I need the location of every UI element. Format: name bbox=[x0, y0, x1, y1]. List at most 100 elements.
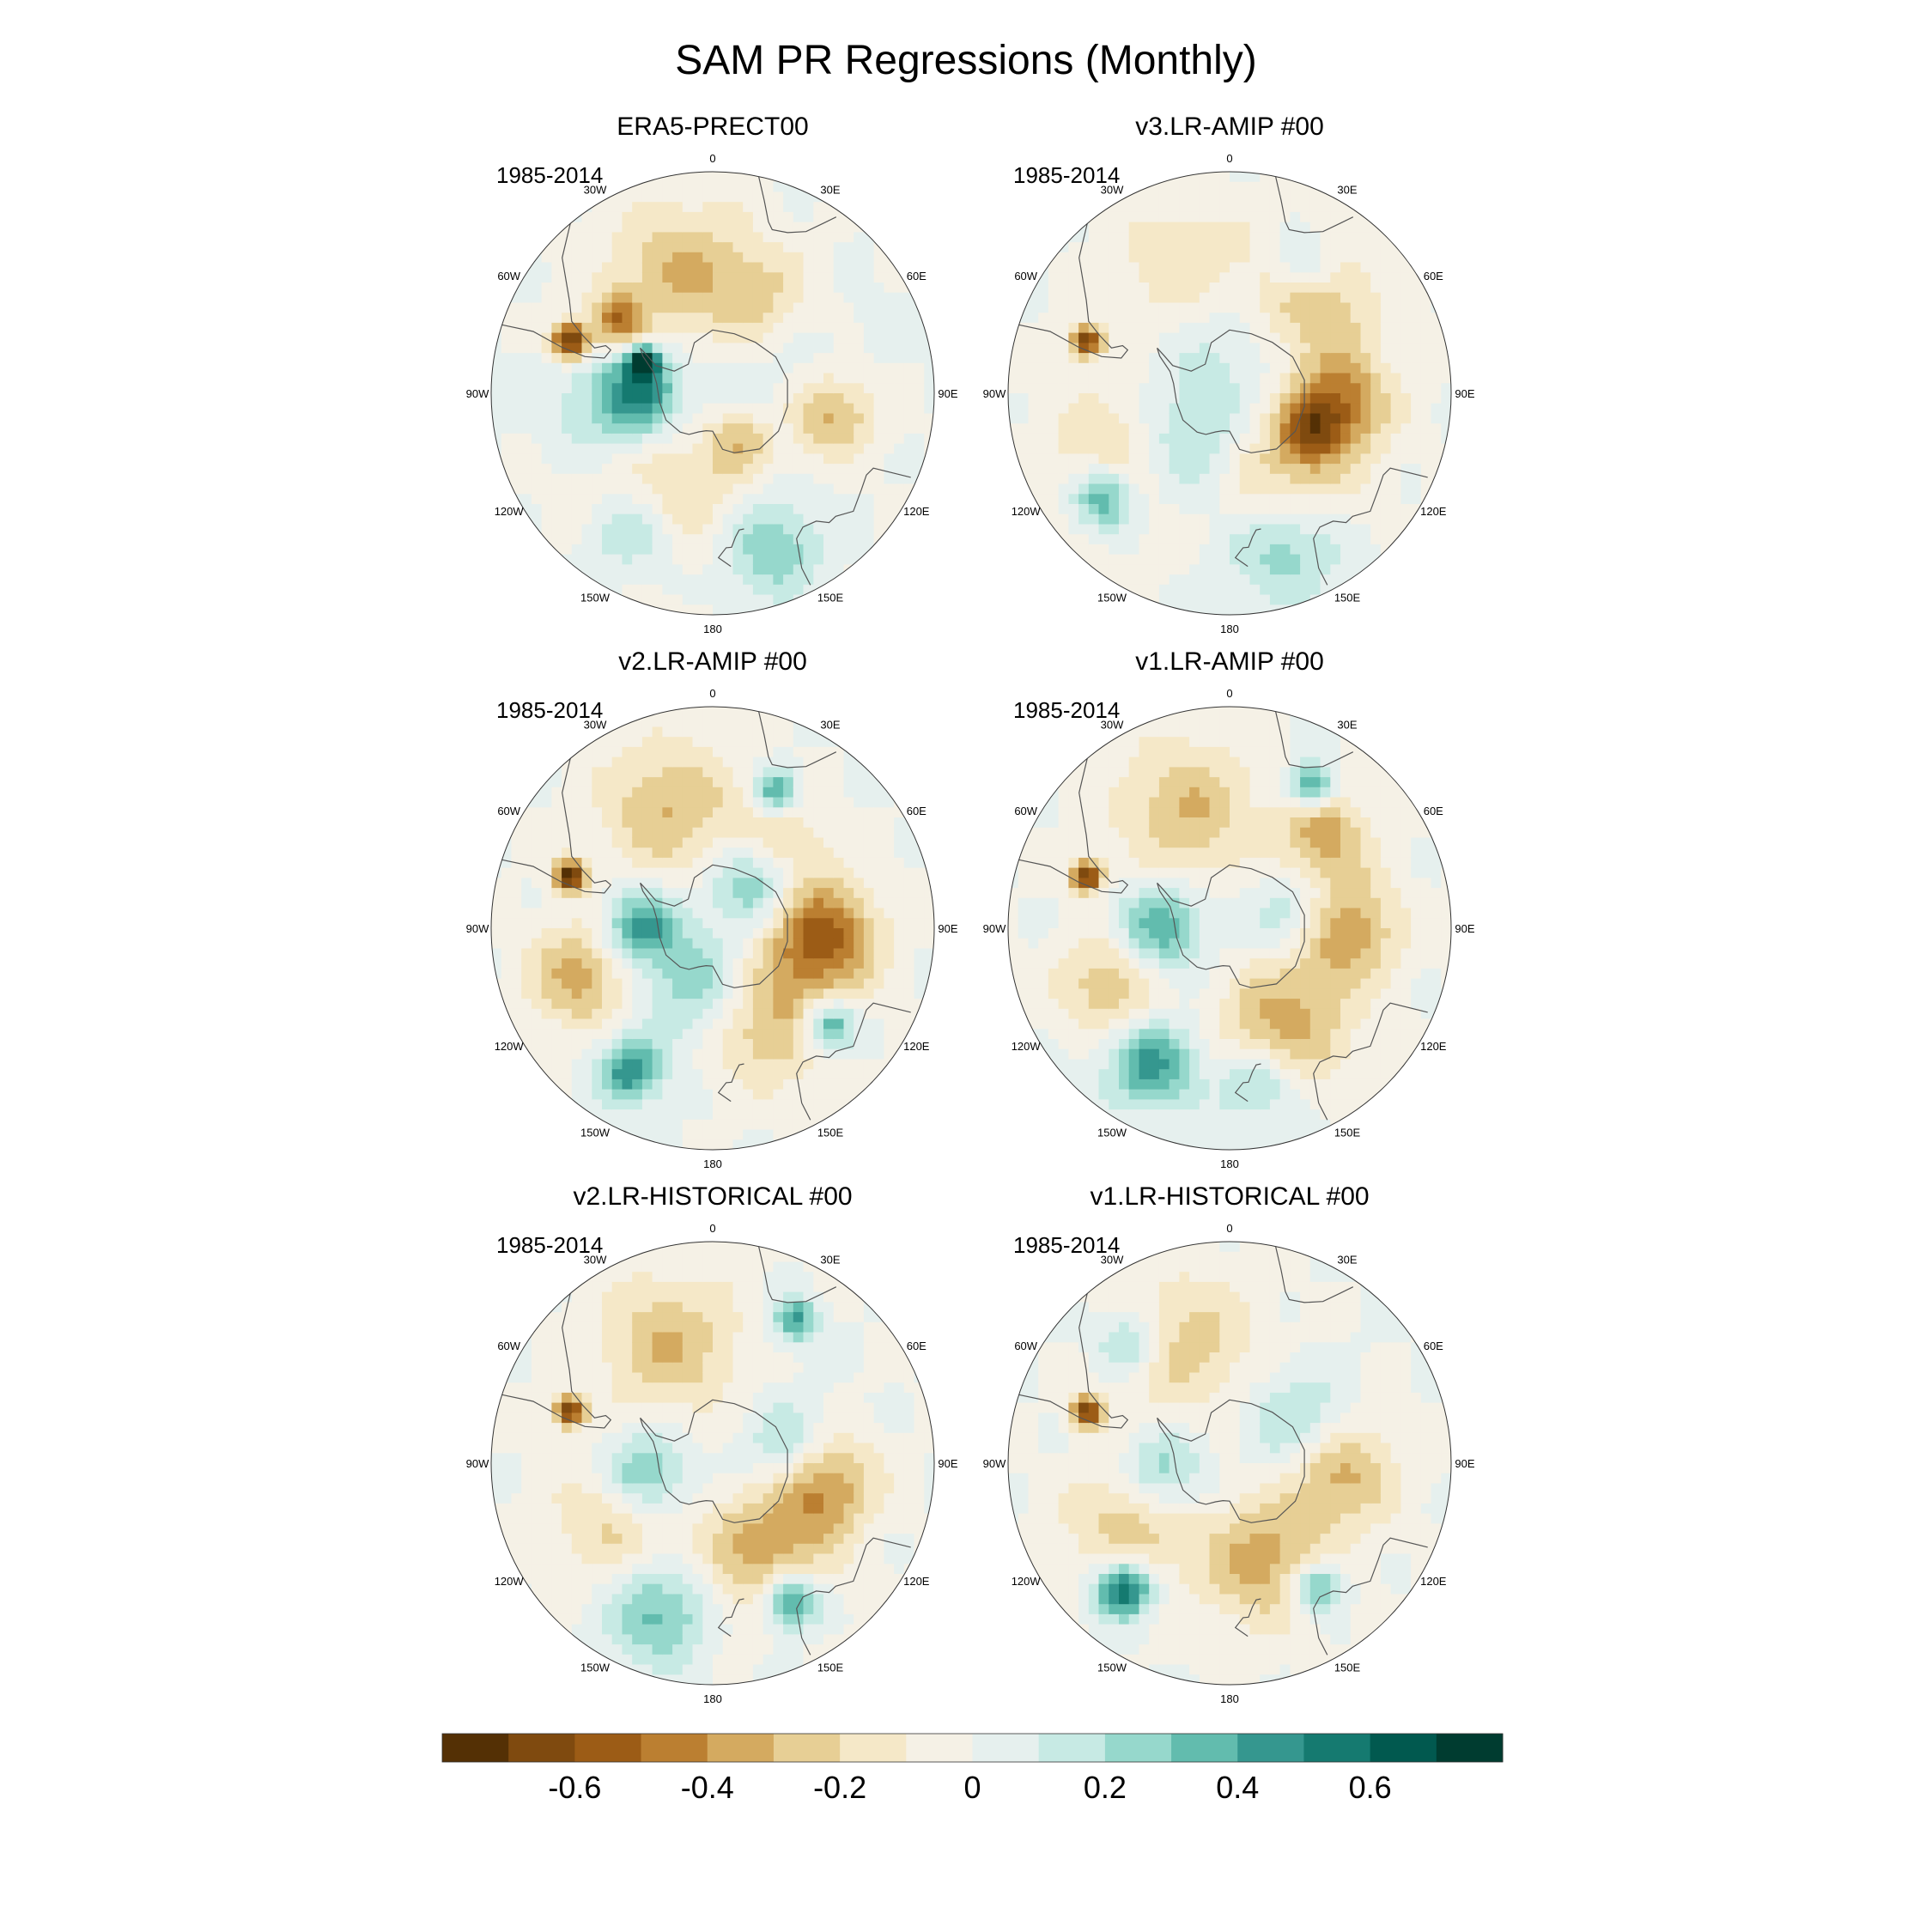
contour-cell bbox=[672, 313, 683, 324]
contour-cell bbox=[632, 464, 643, 475]
contour-cell bbox=[1309, 322, 1321, 334]
contour-cell bbox=[813, 999, 824, 1010]
contour-cell bbox=[622, 827, 633, 838]
contour-cell bbox=[672, 938, 683, 949]
contour-cell bbox=[632, 1018, 643, 1030]
contour-cell bbox=[884, 513, 895, 525]
contour-cell bbox=[501, 443, 512, 454]
contour-cell bbox=[1158, 564, 1170, 575]
contour-cell bbox=[1279, 453, 1291, 465]
contour-cell bbox=[702, 605, 714, 615]
contour-cell bbox=[662, 443, 673, 454]
contour-cell bbox=[1169, 534, 1180, 545]
contour-cell bbox=[1340, 222, 1352, 233]
contour-cell bbox=[531, 383, 543, 394]
contour-cell bbox=[702, 584, 714, 596]
contour-cell bbox=[521, 978, 532, 989]
contour-cell bbox=[1431, 393, 1442, 404]
contour-cell bbox=[894, 938, 905, 949]
contour-cell bbox=[813, 807, 824, 818]
contour-cell bbox=[1309, 283, 1321, 294]
contour-cell bbox=[863, 272, 875, 283]
contour-cell bbox=[803, 513, 814, 525]
contour-cell bbox=[1109, 353, 1120, 364]
contour-cell bbox=[491, 908, 502, 919]
contour-cell bbox=[562, 473, 573, 485]
contour-cell bbox=[1109, 423, 1120, 434]
contour-cell bbox=[562, 494, 573, 505]
contour-cell bbox=[773, 242, 784, 253]
contour-cell bbox=[521, 857, 532, 869]
contour-cell bbox=[1048, 322, 1060, 334]
contour-cell bbox=[1199, 403, 1211, 414]
contour-cell bbox=[813, 302, 824, 313]
contour-cell bbox=[1169, 483, 1180, 495]
contour-cell bbox=[1158, 453, 1170, 465]
contour-cell bbox=[1098, 353, 1109, 364]
contour-cell bbox=[1139, 473, 1150, 485]
contour-cell bbox=[632, 777, 643, 788]
contour-cell bbox=[1330, 413, 1341, 424]
contour-cell bbox=[773, 544, 784, 556]
contour-cell bbox=[632, 726, 643, 738]
contour-cell bbox=[914, 888, 925, 899]
contour-cell bbox=[732, 322, 744, 334]
contour-cell bbox=[1431, 403, 1442, 414]
contour-cell bbox=[732, 837, 744, 848]
contour-cell bbox=[641, 564, 653, 575]
contour-cell bbox=[1219, 322, 1230, 334]
contour-cell bbox=[1119, 504, 1130, 515]
contour-cell bbox=[1109, 393, 1120, 404]
contour-cell bbox=[571, 222, 583, 233]
contour-cell bbox=[1219, 211, 1230, 223]
contour-cell bbox=[823, 564, 835, 575]
contour-cell bbox=[722, 867, 733, 878]
contour-cell bbox=[531, 948, 543, 959]
contour-cell bbox=[783, 464, 794, 475]
contour-cell bbox=[562, 968, 573, 980]
contour-cell bbox=[762, 191, 774, 203]
contour-cell bbox=[743, 938, 754, 949]
contour-cell bbox=[1169, 504, 1180, 515]
contour-cell bbox=[672, 283, 683, 294]
contour-cell bbox=[521, 453, 532, 465]
contour-cell bbox=[813, 283, 824, 294]
contour-cell bbox=[813, 383, 824, 394]
contour-cell bbox=[641, 878, 653, 889]
contour-cell bbox=[1300, 252, 1311, 264]
contour-cell bbox=[501, 827, 512, 838]
contour-cell bbox=[1209, 403, 1220, 414]
contour-cell bbox=[722, 1039, 733, 1050]
contour-cell bbox=[843, 283, 854, 294]
contour-cell bbox=[521, 283, 532, 294]
contour-cell bbox=[1179, 423, 1190, 434]
contour-cell bbox=[1411, 302, 1422, 313]
contour-cell bbox=[793, 878, 805, 889]
contour-cell bbox=[743, 483, 754, 495]
contour-cell bbox=[632, 827, 643, 838]
contour-cell bbox=[1158, 302, 1170, 313]
contour-cell bbox=[793, 423, 805, 434]
contour-cell bbox=[813, 272, 824, 283]
contour-cell bbox=[1109, 362, 1120, 374]
contour-cell bbox=[1400, 353, 1412, 364]
contour-cell bbox=[592, 767, 603, 778]
contour-cell bbox=[1230, 292, 1241, 303]
contour-cell bbox=[551, 362, 562, 374]
contour-cell bbox=[641, 242, 653, 253]
contour-cell bbox=[762, 797, 774, 808]
contour-cell bbox=[843, 1078, 854, 1091]
contour-cell bbox=[662, 353, 673, 364]
contour-cell bbox=[762, 999, 774, 1010]
contour-cell bbox=[793, 353, 805, 364]
contour-cell bbox=[813, 242, 824, 253]
contour-cell bbox=[1350, 534, 1361, 545]
contour-cell bbox=[783, 948, 794, 959]
contour-cell bbox=[1260, 504, 1271, 515]
contour-cell bbox=[743, 848, 754, 859]
contour-cell bbox=[773, 716, 784, 727]
contour-cell bbox=[562, 272, 573, 283]
contour-cell bbox=[752, 837, 764, 848]
contour-cell bbox=[531, 413, 543, 424]
contour-cell bbox=[773, 897, 784, 909]
